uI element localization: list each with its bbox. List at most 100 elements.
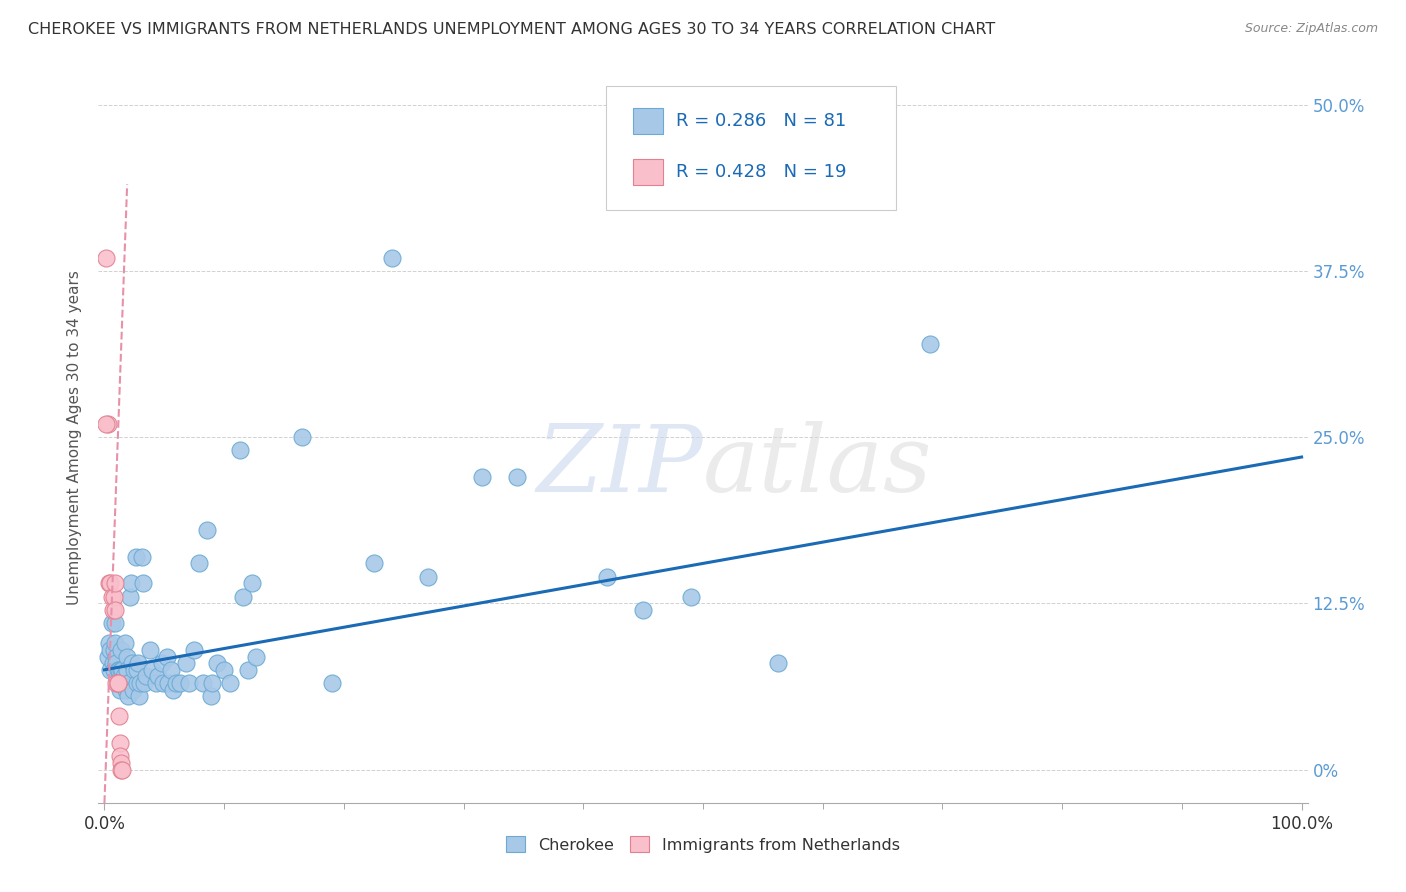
Point — [110, 763, 132, 777]
Point — [108, 682, 131, 697]
Point — [188, 557, 211, 571]
Point — [110, 643, 132, 657]
Point — [97, 417, 120, 431]
Point — [121, 656, 143, 670]
Point — [98, 636, 121, 650]
Point — [135, 669, 157, 683]
Point — [105, 656, 128, 670]
Point — [152, 676, 174, 690]
Point — [920, 337, 942, 351]
Point — [105, 676, 128, 690]
Point — [132, 676, 155, 690]
Point — [101, 603, 124, 617]
Point — [114, 676, 136, 690]
Point — [201, 676, 224, 690]
Text: Source: ZipAtlas.com: Source: ZipAtlas.com — [1244, 22, 1378, 36]
Point — [100, 616, 122, 631]
Point — [205, 656, 228, 670]
Point — [107, 709, 129, 723]
Point — [291, 430, 314, 444]
Point — [183, 643, 205, 657]
Point — [156, 676, 179, 690]
Text: ZIP: ZIP — [536, 421, 703, 511]
Point — [141, 663, 163, 677]
Point — [160, 663, 183, 677]
Point — [139, 643, 162, 657]
FancyBboxPatch shape — [606, 86, 897, 211]
Point — [232, 590, 254, 604]
Point — [191, 676, 214, 690]
Point — [165, 676, 187, 690]
Point — [200, 690, 222, 704]
Point — [506, 470, 529, 484]
Point — [131, 549, 153, 564]
Point — [101, 656, 124, 670]
Point — [219, 676, 242, 690]
Point — [240, 576, 263, 591]
Point — [108, 736, 131, 750]
Point — [195, 523, 218, 537]
Point — [596, 570, 619, 584]
Point — [107, 663, 129, 677]
Point — [107, 676, 129, 690]
Point — [115, 682, 138, 697]
Point — [104, 616, 127, 631]
Point — [115, 649, 138, 664]
Point — [110, 756, 132, 770]
Point — [117, 676, 139, 690]
Point — [145, 676, 167, 690]
Point — [112, 669, 135, 683]
Point — [103, 590, 125, 604]
FancyBboxPatch shape — [633, 159, 664, 186]
Point — [107, 676, 129, 690]
Point — [124, 549, 146, 564]
Point — [94, 251, 117, 265]
Point — [118, 590, 141, 604]
Point — [679, 590, 702, 604]
Point — [100, 643, 122, 657]
Point — [363, 557, 385, 571]
Point — [100, 590, 122, 604]
Point — [120, 576, 142, 591]
Point — [114, 636, 136, 650]
Point — [117, 690, 139, 704]
Point — [100, 663, 122, 677]
Point — [104, 576, 127, 591]
Y-axis label: Unemployment Among Ages 30 to 34 years: Unemployment Among Ages 30 to 34 years — [67, 269, 83, 605]
Point — [631, 603, 654, 617]
Point — [104, 603, 127, 617]
Point — [107, 676, 129, 690]
Point — [174, 656, 197, 670]
Point — [94, 417, 117, 431]
Point — [115, 663, 138, 677]
Point — [111, 763, 134, 777]
Point — [132, 576, 155, 591]
Text: R = 0.286   N = 81: R = 0.286 N = 81 — [676, 112, 846, 130]
Point — [148, 669, 170, 683]
Point — [98, 576, 121, 591]
Point — [236, 663, 259, 677]
Point — [97, 649, 120, 664]
Point — [128, 690, 150, 704]
Point — [104, 636, 127, 650]
Point — [470, 470, 492, 484]
Text: CHEROKEE VS IMMIGRANTS FROM NETHERLANDS UNEMPLOYMENT AMONG AGES 30 TO 34 YEARS C: CHEROKEE VS IMMIGRANTS FROM NETHERLANDS … — [28, 22, 995, 37]
Point — [110, 663, 132, 677]
Point — [245, 649, 267, 664]
Point — [162, 682, 184, 697]
Point — [127, 656, 149, 670]
Point — [103, 663, 125, 677]
Point — [103, 643, 125, 657]
Point — [212, 663, 235, 677]
Point — [416, 570, 439, 584]
Point — [111, 663, 134, 677]
Point — [108, 749, 131, 764]
Text: R = 0.428   N = 19: R = 0.428 N = 19 — [676, 163, 846, 181]
Point — [228, 443, 250, 458]
Point — [100, 576, 122, 591]
Point — [122, 682, 145, 697]
Point — [125, 663, 148, 677]
Point — [105, 649, 128, 664]
Point — [129, 676, 152, 690]
Text: atlas: atlas — [703, 421, 932, 511]
